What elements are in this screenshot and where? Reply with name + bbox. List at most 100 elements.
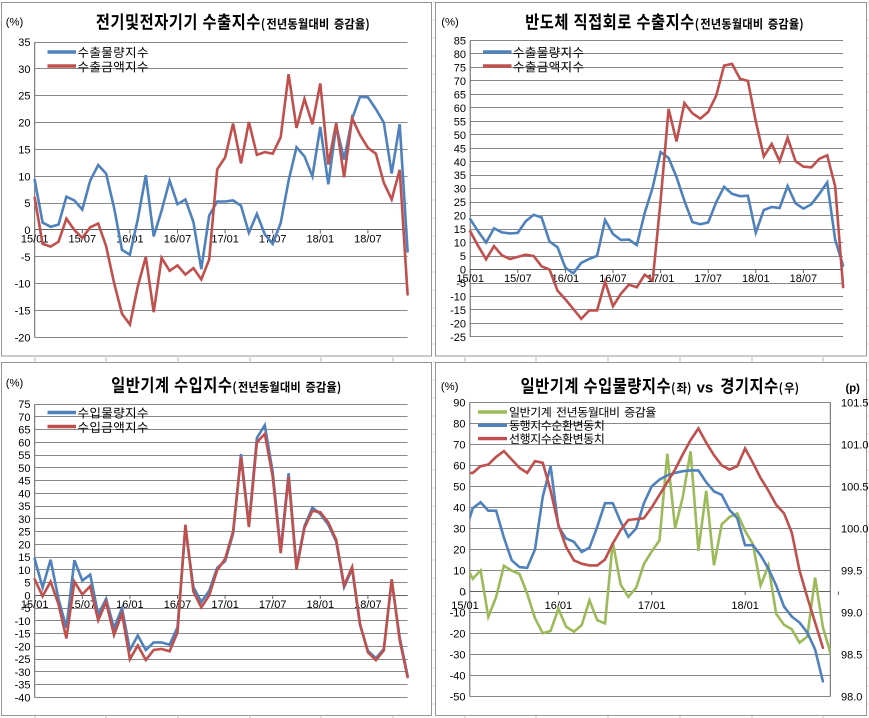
svg-text:70: 70 (453, 439, 465, 451)
svg-text:90: 90 (453, 397, 465, 409)
svg-text:-25: -25 (450, 332, 466, 344)
svg-text:80: 80 (453, 418, 465, 430)
svg-text:17/01: 17/01 (638, 600, 666, 612)
svg-text:45: 45 (18, 476, 30, 488)
svg-text:98.5: 98.5 (841, 650, 862, 662)
svg-text:35: 35 (454, 170, 466, 182)
svg-text:-10: -10 (450, 607, 466, 619)
svg-text:10: 10 (18, 171, 30, 183)
svg-text:16/07: 16/07 (164, 599, 192, 611)
svg-text:55: 55 (454, 116, 466, 128)
svg-text:-5: -5 (456, 278, 466, 290)
svg-text:15/01: 15/01 (451, 600, 479, 612)
svg-text:-10: -10 (15, 616, 31, 628)
svg-text:(%): (%) (441, 381, 459, 393)
svg-text:10: 10 (453, 565, 465, 577)
svg-text:15: 15 (454, 224, 466, 236)
svg-text:-15: -15 (15, 629, 31, 641)
svg-text:20: 20 (454, 211, 466, 223)
svg-text:-30: -30 (15, 667, 31, 679)
svg-text:35: 35 (18, 37, 30, 49)
svg-text:85: 85 (454, 36, 466, 48)
svg-text:(%): (%) (6, 378, 24, 390)
svg-text:70: 70 (454, 76, 466, 88)
svg-text:0: 0 (460, 265, 466, 277)
svg-text:101.0: 101.0 (841, 439, 869, 451)
svg-text:0: 0 (459, 586, 465, 598)
svg-text:17/01: 17/01 (211, 599, 239, 611)
svg-text:70: 70 (18, 412, 30, 424)
svg-text:15/07: 15/07 (69, 599, 97, 611)
svg-text:vs: vs (697, 380, 714, 397)
svg-text:-15: -15 (450, 305, 466, 317)
svg-text:50: 50 (18, 463, 30, 475)
svg-text:5: 5 (24, 578, 30, 590)
svg-text:30: 30 (454, 184, 466, 196)
svg-text:16/01: 16/01 (552, 273, 580, 285)
svg-text:55: 55 (18, 450, 30, 462)
svg-text:100.5: 100.5 (841, 481, 869, 493)
svg-text:65: 65 (18, 425, 30, 437)
svg-text:-40: -40 (450, 671, 466, 683)
svg-text:-15: -15 (15, 306, 31, 318)
svg-text:-30: -30 (450, 650, 466, 662)
svg-text:30: 30 (18, 64, 30, 76)
svg-text:5: 5 (24, 198, 30, 210)
svg-text:-25: -25 (15, 654, 31, 666)
svg-text:17/07: 17/07 (694, 273, 722, 285)
svg-text:60: 60 (18, 437, 30, 449)
svg-text:5: 5 (460, 251, 466, 263)
svg-text:60: 60 (454, 103, 466, 115)
svg-text:80: 80 (454, 49, 466, 61)
svg-text:40: 40 (18, 488, 30, 500)
svg-text:18/07: 18/07 (790, 273, 818, 285)
svg-text:100.0: 100.0 (841, 523, 869, 535)
svg-text:-10: -10 (15, 279, 31, 291)
svg-text:-10: -10 (450, 292, 466, 304)
svg-text:50: 50 (453, 481, 465, 493)
svg-text:-20: -20 (450, 318, 466, 330)
svg-text:17/01: 17/01 (211, 234, 239, 246)
svg-text:65: 65 (454, 89, 466, 101)
svg-text:-5: -5 (21, 252, 31, 264)
svg-text:99.5: 99.5 (841, 565, 862, 577)
svg-text:0: 0 (24, 590, 30, 602)
svg-text:30: 30 (18, 514, 30, 526)
svg-text:25: 25 (454, 197, 466, 209)
svg-text:35: 35 (18, 501, 30, 513)
svg-text:20: 20 (18, 539, 30, 551)
svg-text:25: 25 (18, 91, 30, 103)
svg-text:15/07: 15/07 (504, 273, 532, 285)
svg-text:15: 15 (18, 144, 30, 156)
svg-text:18/01: 18/01 (307, 234, 335, 246)
svg-text:25: 25 (18, 527, 30, 539)
svg-text:15/01: 15/01 (456, 273, 484, 285)
svg-text:45: 45 (454, 143, 466, 155)
svg-text:15: 15 (18, 552, 30, 564)
svg-text:15/01: 15/01 (21, 599, 49, 611)
svg-text:-20: -20 (450, 629, 466, 641)
svg-text:50: 50 (454, 130, 466, 142)
svg-text:20: 20 (453, 544, 465, 556)
svg-text:0: 0 (24, 225, 30, 237)
svg-text:18/01: 18/01 (742, 273, 770, 285)
svg-text:20: 20 (18, 118, 30, 130)
svg-text:18/07: 18/07 (354, 234, 382, 246)
svg-text:30: 30 (453, 523, 465, 535)
svg-text:101.5: 101.5 (841, 397, 869, 409)
svg-text:-35: -35 (15, 680, 31, 692)
svg-text:-20: -20 (15, 332, 31, 344)
svg-text:(p): (p) (846, 383, 861, 395)
svg-text:-20: -20 (15, 642, 31, 654)
svg-text:18/07: 18/07 (354, 599, 382, 611)
svg-text:(%): (%) (6, 16, 24, 28)
svg-text:18/01: 18/01 (731, 600, 759, 612)
svg-text:10: 10 (18, 565, 30, 577)
svg-text:10: 10 (454, 238, 466, 250)
svg-text:18/01: 18/01 (307, 599, 335, 611)
svg-text:-5: -5 (21, 603, 31, 615)
svg-text:16/01: 16/01 (116, 234, 144, 246)
svg-text:-50: -50 (450, 692, 466, 704)
svg-text:16/07: 16/07 (164, 234, 192, 246)
svg-text:(%): (%) (441, 16, 459, 28)
